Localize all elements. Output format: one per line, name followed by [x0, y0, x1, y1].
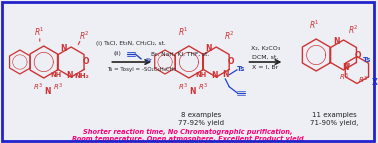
Text: Br: Br: [145, 57, 152, 62]
Text: $R^3$: $R^3$: [33, 81, 43, 93]
Text: Ts: Ts: [363, 56, 371, 62]
Text: (ii): (ii): [113, 51, 121, 56]
Text: $N$: $N$: [344, 61, 352, 70]
Text: X: X: [372, 78, 378, 87]
Text: N: N: [206, 44, 212, 53]
Text: N: N: [45, 88, 51, 97]
Text: NH: NH: [50, 72, 61, 78]
Text: O: O: [228, 57, 234, 66]
Text: 11 examples: 11 examples: [312, 112, 356, 118]
Text: NH₂: NH₂: [74, 73, 89, 79]
Text: X₂, K₂CO₃: X₂, K₂CO₃: [251, 45, 280, 50]
Text: N: N: [60, 44, 67, 53]
Text: O: O: [355, 50, 361, 59]
Text: $R^3$: $R^3$: [53, 81, 63, 93]
Text: 77-92% yield: 77-92% yield: [178, 120, 224, 126]
Text: $R^3$: $R^3$: [339, 72, 349, 83]
Text: 71-90% yield,: 71-90% yield,: [310, 120, 358, 126]
Text: Br, NaH, KI, THF, st.: Br, NaH, KI, THF, st.: [151, 51, 209, 56]
Text: DCM, st.: DCM, st.: [252, 54, 279, 59]
Text: $R^2$: $R^2$: [79, 30, 90, 42]
Text: $R^3$: $R^3$: [358, 75, 368, 86]
Text: X = I, Br: X = I, Br: [253, 64, 279, 69]
Text: Ts = Tosyl = -SO₂C₆H₄CH₃: Ts = Tosyl = -SO₂C₆H₄CH₃: [107, 67, 177, 73]
Text: N: N: [190, 88, 196, 97]
Text: $R^2$: $R^2$: [348, 24, 359, 36]
Text: N: N: [342, 63, 348, 72]
Text: NH: NH: [195, 72, 206, 78]
Text: $R^3$: $R^3$: [178, 81, 188, 93]
Text: O: O: [82, 57, 89, 66]
Text: N: N: [222, 70, 228, 79]
Text: Room temperature, Open atmosphere, Excellent Product yield: Room temperature, Open atmosphere, Excel…: [72, 136, 304, 142]
Text: $R^3$: $R^3$: [198, 81, 208, 93]
Text: 8 examples: 8 examples: [181, 112, 221, 118]
Text: $R^1$: $R^1$: [34, 26, 45, 38]
Text: Ts: Ts: [237, 66, 245, 72]
Text: (i) TsCl, Et₃N, CH₂Cl₂, st.: (i) TsCl, Et₃N, CH₂Cl₂, st.: [96, 41, 166, 46]
Text: N: N: [212, 71, 218, 80]
Text: $R^2$: $R^2$: [224, 30, 235, 42]
Text: $R^1$: $R^1$: [309, 19, 320, 31]
Text: Shorter reaction time, No Chromatographic purification,: Shorter reaction time, No Chromatographi…: [83, 129, 293, 135]
Text: N: N: [333, 37, 339, 46]
Text: N: N: [67, 71, 73, 80]
Text: $R^1$: $R^1$: [178, 26, 188, 38]
